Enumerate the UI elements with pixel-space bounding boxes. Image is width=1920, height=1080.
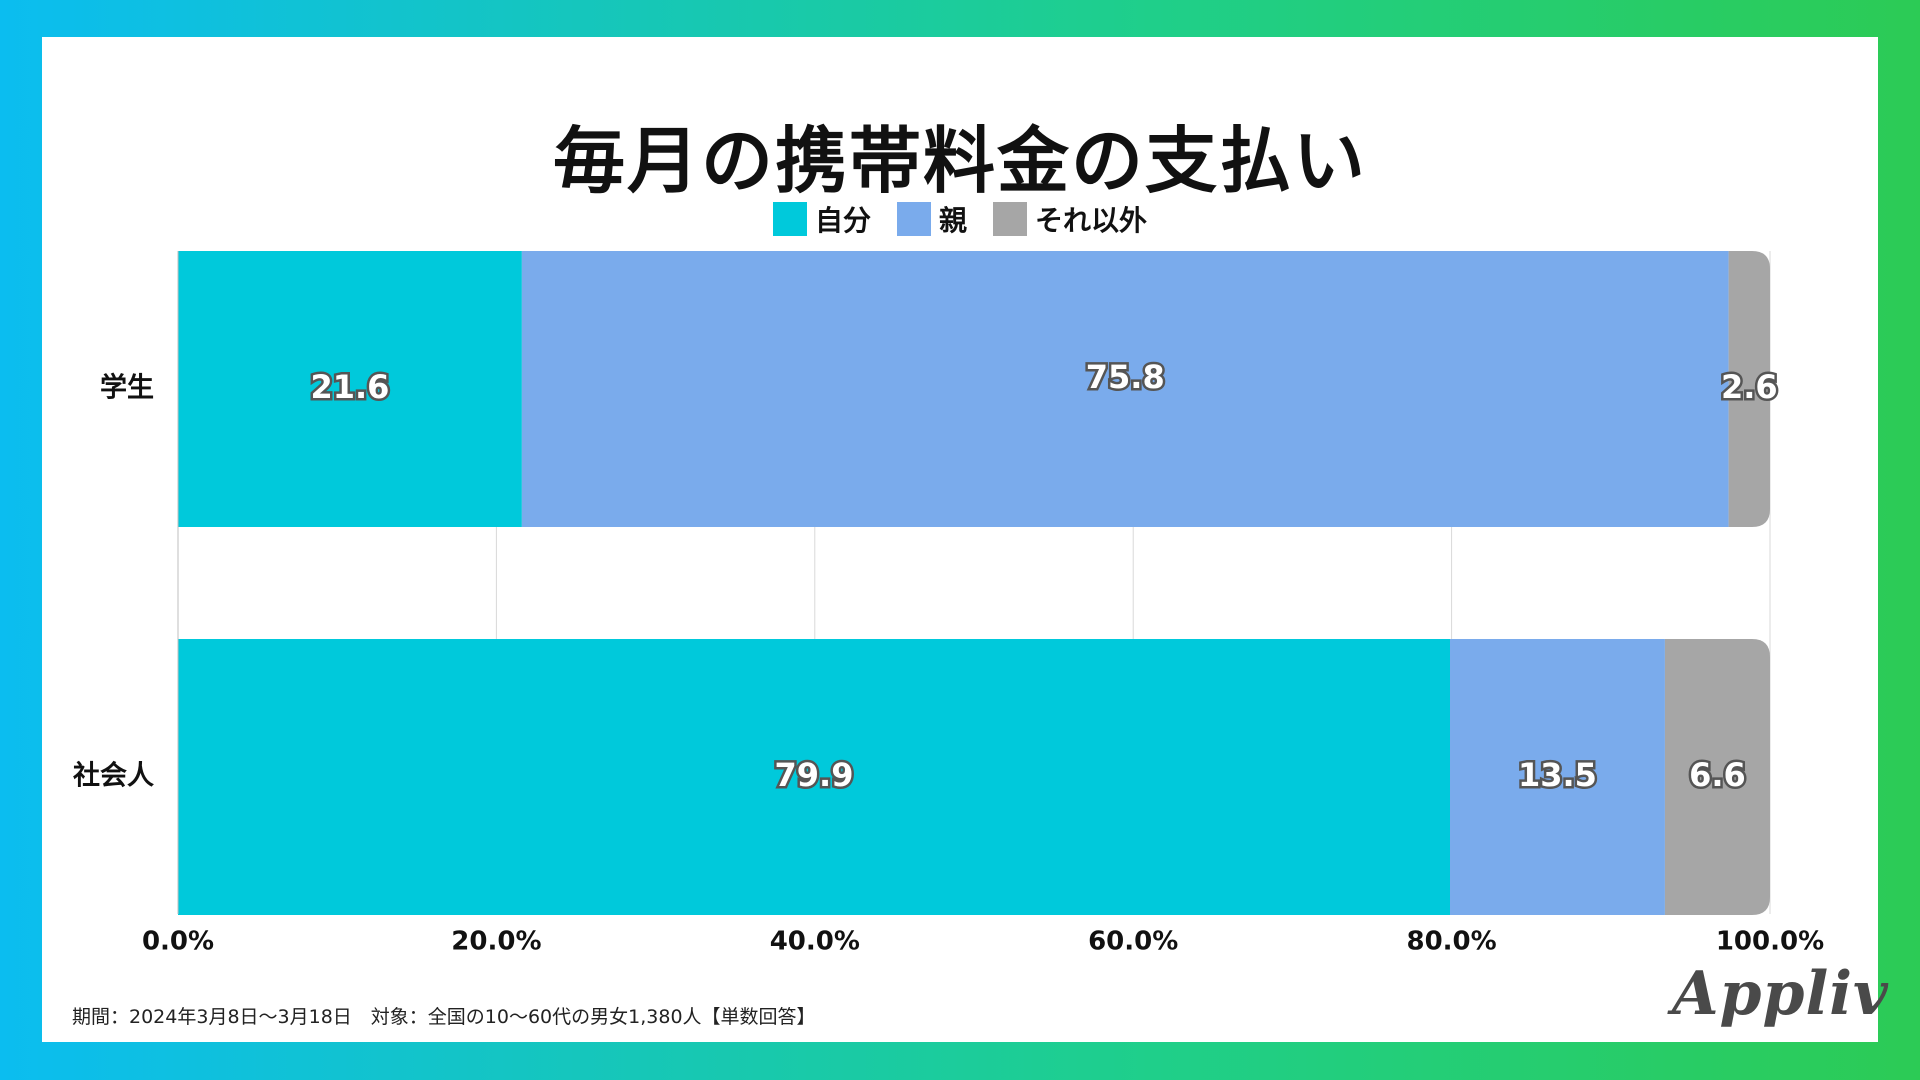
- bar-segment: [178, 639, 1451, 915]
- data-label: 6.6: [1689, 756, 1746, 794]
- legend-label-parent: 親: [938, 204, 967, 237]
- data-label: 21.6: [310, 368, 389, 406]
- bar-segment: [1728, 251, 1770, 527]
- bar-segment: [1450, 639, 1665, 915]
- category-label: 社会人: [73, 760, 154, 792]
- bar-segment: [521, 251, 1729, 527]
- chart-card: 毎月の携帯料金の支払い 自分 親 それ以外 21.6 75.8 2.6 学生 79.9 1…: [42, 37, 1888, 1042]
- chart-title: 毎月の携帯料金の支払い: [552, 119, 1367, 203]
- legend-swatch-self: [772, 202, 807, 236]
- data-label: 13.5: [1518, 756, 1597, 794]
- data-label: 75.8: [1086, 358, 1165, 396]
- legend-swatch-parent: [896, 202, 931, 236]
- x-tick-label: 60.0%: [1088, 927, 1178, 957]
- legend-item-parent: 親: [896, 199, 967, 239]
- survey-footnote: 期間：2024年3月8日〜3月18日 対象：全国の10〜60代の男女1,380人…: [72, 1006, 816, 1028]
- bar-segment: [1664, 639, 1770, 915]
- x-tick-label: 80.0%: [1406, 927, 1496, 957]
- applив-logo: Appliv: [1672, 959, 1889, 1029]
- legend: 自分 親 それ以外: [42, 199, 1878, 239]
- stacked-bar-chart: 21.6 75.8 2.6 学生 79.9 13.5 6.6 社会人 0.0% 20.0% 40.0…: [73, 251, 1824, 957]
- legend-label-self: 自分: [814, 204, 871, 237]
- x-tick-label: 100.0%: [1716, 927, 1824, 957]
- data-label: 2.6: [1721, 368, 1778, 406]
- legend-label-other: それ以外: [1035, 204, 1148, 237]
- bar-segment: [178, 251, 522, 527]
- legend-item-self: 自分: [772, 199, 871, 239]
- x-tick-label: 40.0%: [770, 927, 860, 957]
- data-label: 79.9: [775, 756, 854, 794]
- legend-swatch-other: [993, 202, 1027, 236]
- legend-item-other: それ以外: [993, 199, 1147, 239]
- x-tick-label: 20.0%: [451, 927, 541, 957]
- x-tick-label: 0.0%: [142, 927, 214, 957]
- category-label: 学生: [100, 372, 154, 404]
